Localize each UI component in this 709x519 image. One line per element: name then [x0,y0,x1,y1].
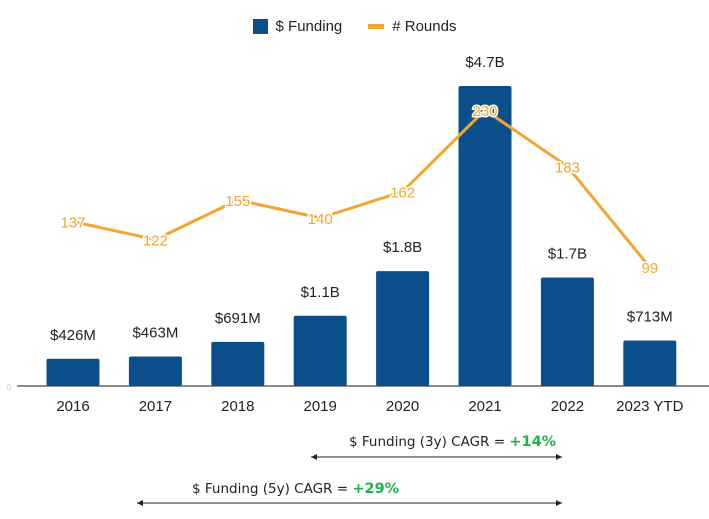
legend-item-funding[interactable]: $ Funding [252,18,343,35]
rounds-point-label: 140 [308,211,333,228]
x-tick-label: 2022 [551,398,584,415]
rounds-line [72,108,651,269]
cagr-3y-annotation: $ Funding (3y) CAGR = +14% [349,434,556,450]
bar-2020 [376,271,430,386]
bar-value-label: $4.7B [465,54,504,71]
bar-value-label: $426M [50,327,96,344]
x-tick-label: 2018 [221,398,254,415]
legend-item-rounds[interactable]: # Rounds [368,18,456,35]
x-tick-label: 2023 YTD [616,398,683,415]
bar-value-label: $463M [132,324,178,341]
cagr-3y-text: $ Funding (3y) CAGR = [349,434,510,450]
cagr-5y-text: $ Funding (5y) CAGR = [192,481,353,497]
rounds-point-label: 99 [641,260,658,277]
x-tick-label: 2016 [56,398,89,415]
line-swatch-icon [368,24,385,29]
bar-2016 [46,358,100,386]
rounds-point-label: 162 [390,185,415,202]
bar-2022 [540,277,594,386]
rounds-point-label: 183 [555,159,580,176]
x-tick-label: 2020 [386,398,419,415]
bar-2018 [211,341,265,386]
bar-2021 [458,86,512,386]
bar-value-label: $691M [215,310,261,327]
bar-2023-ytd [623,340,677,386]
bar-value-label: $1.1B [301,284,340,301]
cagr-5y-arrow-left-head [137,500,143,506]
chart-legend: $ Funding # Rounds [0,18,709,35]
cagr-3y-arrow-left-head [311,454,317,460]
rounds-point-label: 137 [60,215,85,232]
x-tick-label: 2019 [304,398,337,415]
cagr-3y-arrow-right-head [556,454,562,460]
cagr-5y-annotation: $ Funding (5y) CAGR = +29% [192,481,399,497]
x-tick-label: 2017 [139,398,172,415]
bar-value-label: $1.8B [383,239,422,256]
y-tick-label: 0 [7,383,12,392]
bar-value-label: $713M [627,308,673,325]
legend-label-rounds: # Rounds [392,18,457,35]
cagr-5y-value: +29% [352,481,400,497]
bar-value-label: $1.7B [548,245,587,262]
bar-2017 [128,356,182,386]
cagr-5y-arrow-right-head [556,500,562,506]
legend-label-funding: $ Funding [275,18,343,35]
bar-2019 [293,315,347,386]
bar-swatch-icon [252,19,268,34]
rounds-point-label: 155 [225,193,250,210]
rounds-point-label: 122 [143,233,168,250]
cagr-3y-value: +14% [509,434,557,450]
rounds-point-label: 230 [472,103,497,120]
x-tick-label: 2021 [468,398,501,415]
